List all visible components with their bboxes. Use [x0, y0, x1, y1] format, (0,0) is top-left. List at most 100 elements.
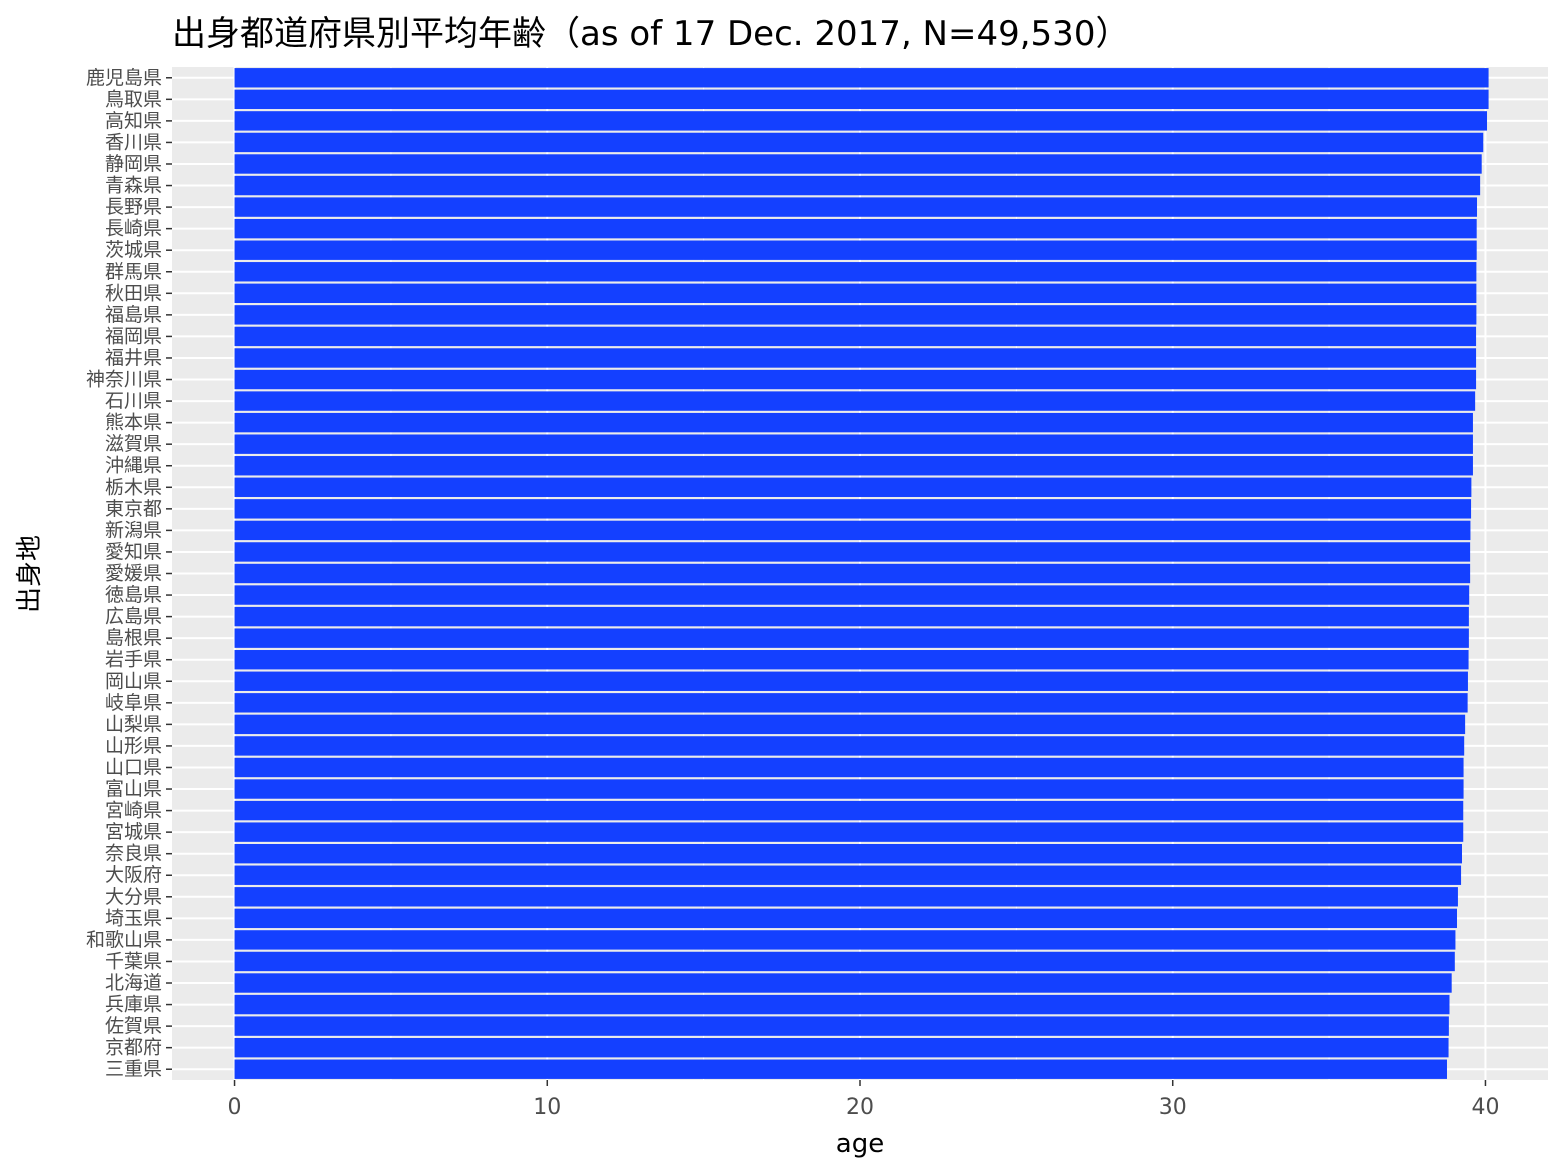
y-tick-label: 島根県: [105, 627, 162, 649]
y-tick-label: 高知県: [105, 110, 162, 132]
y-tick-label: 愛知県: [105, 541, 162, 563]
bar-35: [234, 822, 1464, 842]
y-tick-label: 岩手県: [105, 649, 162, 671]
bar-38: [234, 887, 1458, 907]
bar-25: [234, 606, 1469, 627]
y-tick-label: 三重県: [105, 1058, 162, 1080]
bar-34: [234, 800, 1464, 821]
y-tick-label: 群馬県: [105, 261, 162, 283]
y-tick-label: 鹿児島県: [86, 67, 162, 89]
y-tick-label: 青森県: [105, 175, 162, 197]
y-tick-label: 大分県: [105, 886, 162, 908]
x-tick-label: 30: [1159, 1095, 1187, 1120]
y-tick-label: 香川県: [105, 131, 162, 153]
y-tick-label: 長野県: [105, 196, 162, 218]
bars: [234, 68, 1489, 1079]
x-tick-label: 20: [846, 1095, 874, 1120]
y-tick-label: 宮崎県: [105, 800, 162, 822]
y-tick-label: 兵庫県: [105, 994, 162, 1016]
y-tick-label: 静岡県: [105, 153, 162, 175]
bar-40: [234, 930, 1456, 950]
bar-4: [234, 154, 1482, 174]
y-tick-label: 岐阜県: [105, 692, 162, 714]
y-tick-labels: 鹿児島県鳥取県高知県香川県静岡県青森県長野県長崎県茨城県群馬県秋田県福島県福岡県…: [86, 67, 172, 1080]
bar-5: [234, 175, 1481, 196]
bar-36: [234, 843, 1463, 864]
x-tick-labels: 0 10 20 30 40: [228, 1080, 1499, 1120]
x-tick-label: 0: [228, 1095, 242, 1120]
bar-39: [234, 908, 1457, 929]
y-tick-label: 滋賀県: [105, 433, 162, 455]
y-tick-label: 北海道: [105, 972, 162, 994]
x-axis-title: age: [836, 1129, 884, 1159]
y-tick-label: 秋田県: [105, 282, 162, 304]
bar-21: [234, 520, 1471, 541]
y-tick-label: 東京都: [105, 498, 162, 520]
bar-17: [234, 434, 1473, 454]
y-tick-label: 鳥取県: [105, 88, 162, 110]
y-tick-label: 長崎県: [105, 218, 162, 240]
bar-3: [234, 132, 1484, 153]
bar-30: [234, 714, 1466, 735]
bar-32: [234, 757, 1464, 778]
y-tick-label: 茨城県: [105, 239, 162, 261]
bar-45: [234, 1037, 1449, 1058]
y-axis-title: 出身地: [15, 535, 45, 613]
y-tick-label: 福島県: [105, 304, 162, 326]
bar-19: [234, 477, 1472, 497]
y-tick-label: 福井県: [105, 347, 162, 369]
bar-23: [234, 563, 1471, 584]
y-tick-label: 佐賀県: [105, 1015, 162, 1037]
bar-26: [234, 628, 1469, 648]
y-tick-label: 新潟県: [105, 519, 162, 541]
y-tick-label: 愛媛県: [105, 563, 162, 585]
bar-13: [234, 348, 1477, 368]
x-tick-label: 10: [533, 1095, 561, 1120]
y-tick-label: 石川県: [105, 390, 162, 412]
y-tick-label: 福岡県: [105, 325, 162, 347]
y-tick-label: 神奈川県: [86, 369, 162, 391]
y-tick-label: 広島県: [105, 606, 162, 628]
y-tick-label: 熊本県: [105, 412, 162, 434]
bar-42: [234, 973, 1452, 993]
y-tick-label: 栃木県: [105, 476, 162, 498]
bar-14: [234, 369, 1477, 390]
bar-44: [234, 1016, 1449, 1036]
bar-12: [234, 326, 1477, 347]
bar-0: [234, 68, 1489, 88]
bar-24: [234, 585, 1470, 605]
bar-11: [234, 305, 1477, 325]
bar-2: [234, 111, 1488, 131]
bar-43: [234, 994, 1450, 1015]
bar-10: [234, 283, 1477, 304]
y-tick-label: 埼玉県: [105, 907, 162, 929]
y-tick-label: 和歌山県: [86, 929, 162, 951]
x-tick-label: 40: [1471, 1095, 1499, 1120]
bar-16: [234, 412, 1473, 433]
bar-41: [234, 951, 1455, 972]
bar-22: [234, 542, 1471, 562]
y-tick-label: 奈良県: [105, 843, 162, 865]
bar-6: [234, 197, 1478, 217]
bar-18: [234, 456, 1473, 476]
bar-15: [234, 391, 1476, 411]
bar-33: [234, 779, 1464, 799]
bar-7: [234, 218, 1477, 239]
bar-9: [234, 262, 1477, 282]
y-tick-label: 山梨県: [105, 713, 162, 735]
bar-20: [234, 499, 1472, 519]
bar-37: [234, 865, 1462, 885]
y-tick-label: 千葉県: [105, 950, 162, 972]
y-tick-label: 沖縄県: [105, 455, 162, 477]
chart-title: 出身都道府県別平均年齢（as of 17 Dec. 2017, N=49,530…: [172, 14, 1129, 54]
y-tick-label: 山口県: [105, 756, 162, 778]
y-tick-label: 京都府: [105, 1037, 162, 1059]
y-tick-label: 大阪府: [105, 864, 162, 886]
y-tick-label: 山形県: [105, 735, 162, 757]
bar-28: [234, 671, 1468, 691]
y-tick-label: 宮城県: [105, 821, 162, 843]
bar-27: [234, 650, 1469, 670]
bar-31: [234, 736, 1465, 756]
